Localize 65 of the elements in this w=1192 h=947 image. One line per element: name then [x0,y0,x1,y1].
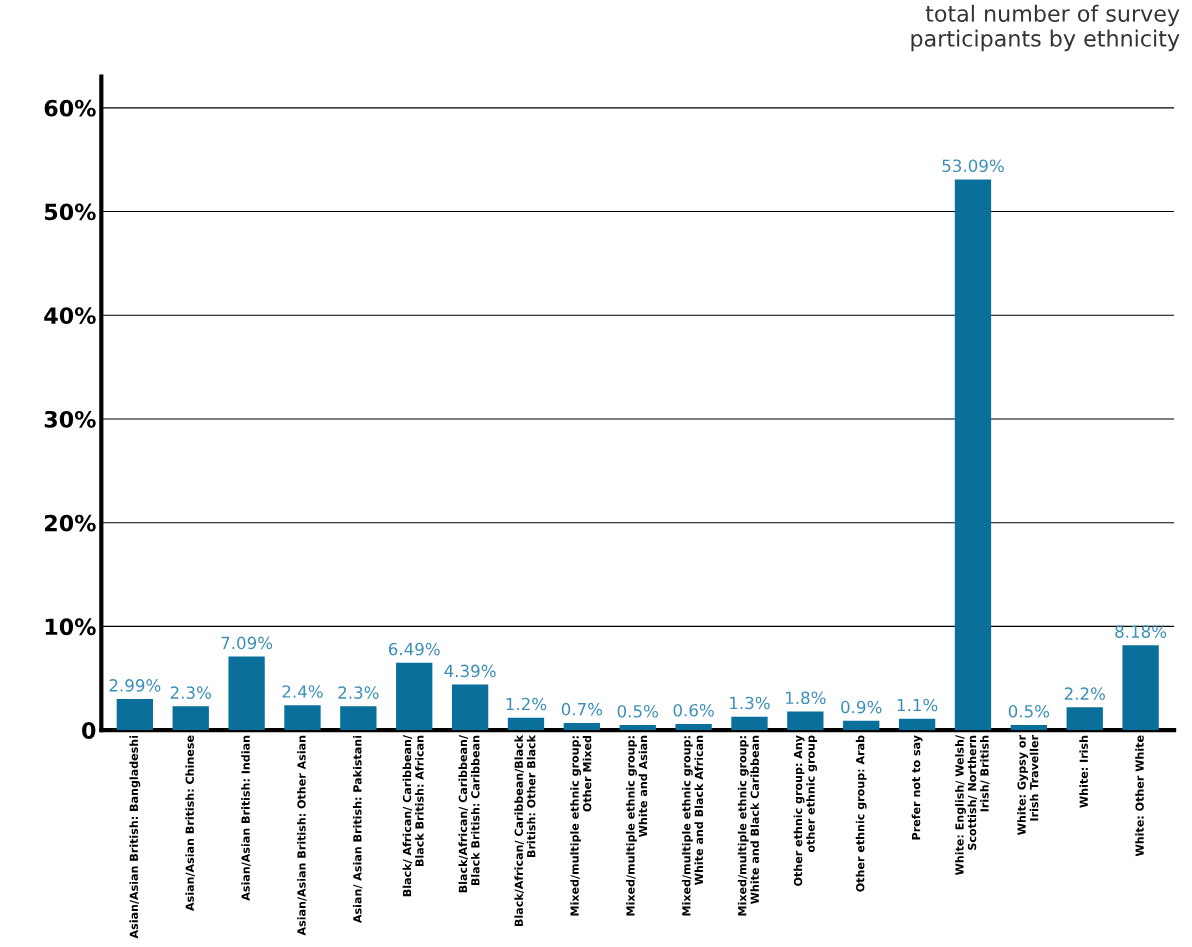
bar [396,662,433,731]
data-label: 0.5% [1008,704,1050,718]
x-tick-label: Mixed/multiple ethnic group: White and Black African [681,735,704,916]
x-tick-label: Black/African/ Caribbean/ Black British: Caribbean [458,735,480,893]
x-tick-label: Asian/Asian British: Other Asian [297,735,307,936]
data-label: 1.2% [506,697,547,711]
y-tick-label: 20% [45,514,96,532]
data-label: 0.6% [673,703,714,717]
x-tick-label: Asian/Asian British: Indian [241,735,251,901]
y-tick-label: 30% [44,410,96,428]
bar [1122,645,1159,731]
bar [675,723,712,731]
data-label: 2.99% [109,679,161,692]
bar [172,706,209,731]
bar [228,656,265,731]
bar [116,699,153,731]
x-tick-label: Black/ African/ Caribbean/ Black British: African [402,735,424,897]
data-label: 2.3% [338,686,379,699]
data-label: 1.8% [786,691,826,705]
y-tick-label: 60% [44,99,96,117]
data-label: 1.3% [730,696,770,710]
x-tick-label: Black/African/ Caribbean/Black British: Other Black [514,734,536,927]
y-tick-label: 10% [45,618,96,636]
x-tick-label: Mixed/multiple ethnic group: Other Mixed [570,735,592,916]
y-tick-label: 40% [44,307,96,325]
data-label: 0.7% [561,702,603,716]
y-tick-label: 50% [44,203,96,221]
bar [898,718,936,731]
x-tick-label: Other ethnic group: Any other ethnic group [793,735,818,886]
data-label: 7.09% [221,636,273,650]
data-label: 53.09% [942,159,1004,173]
chart-title: total number of survey participants by ethnicity [911,4,1180,52]
data-label: 8.18% [1115,625,1167,638]
x-tick-label: Asian/Asian British: Chinese [185,735,195,911]
data-label: 2.2% [1064,687,1105,700]
bar [563,722,600,731]
y-tick-label: 0 [82,722,96,739]
x-tick-label: White: Gypsy or Irish Traveller [1017,735,1039,835]
bar [731,716,768,731]
bar [954,179,992,731]
x-tick-label: Other ethnic group: Arab [855,735,867,892]
bar [1066,707,1103,731]
data-label: 0.5% [617,704,658,718]
x-tick-label: Prefer not to say [911,735,923,840]
x-tick-label: White: Other White [1135,735,1144,857]
data-label: 6.49% [388,642,440,656]
x-tick-label: Asian/Asian British: Bangladeshi [129,735,141,939]
bar [1010,724,1047,731]
bar [843,720,880,731]
x-tick-label: Asian/ Asian British: Pakistani [352,735,363,923]
bar [787,711,824,731]
data-label: 2.3% [170,686,211,699]
bar [340,706,377,731]
data-label: 2.4% [282,685,323,698]
bar [507,717,545,731]
x-tick-label: Mixed/multiple ethnic group: White and Black Caribbean [737,735,759,916]
bar [619,724,656,731]
x-tick-label: Mixed/multiple ethnic group: White and Asian [626,735,648,916]
data-label: 1.1% [897,698,938,712]
data-label: 0.9% [841,700,882,714]
x-tick-label: White: Irish [1079,735,1088,808]
bar [451,684,489,731]
bar [284,705,321,731]
data-label: 4.39% [444,664,496,678]
x-tick-label: White: English/ Welsh/ Scottish/ Northern Irish/ British [955,735,990,876]
